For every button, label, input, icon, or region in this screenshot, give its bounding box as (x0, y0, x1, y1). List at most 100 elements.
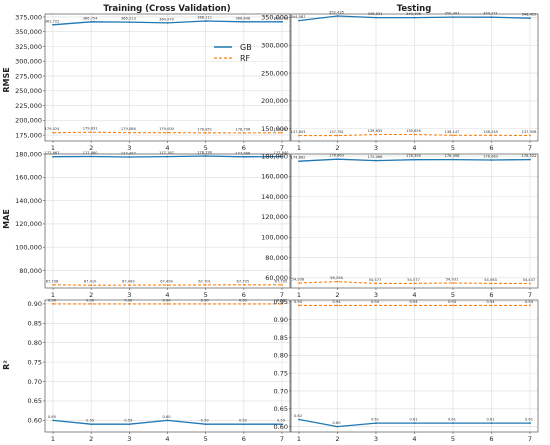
data-point-gb (242, 20, 245, 23)
y-tick-label: 275,000 (15, 72, 42, 80)
data-point-gb (281, 155, 283, 158)
data-point-gb (490, 16, 493, 19)
data-label-rf: 0.94 (486, 300, 495, 304)
data-point-gb (204, 20, 207, 22)
data-label-gb: 349,496 (406, 12, 422, 16)
data-point-rf (128, 302, 131, 305)
data-label-rf: 0.94 (448, 300, 457, 304)
data-label-gb: 364,970 (159, 17, 175, 21)
data-label-rf: 179,831 (83, 127, 98, 131)
y-tick-label: 0.80 (28, 339, 42, 347)
y-tick-label: 325,000 (15, 43, 42, 51)
data-point-rf (128, 284, 131, 286)
data-label-gb: 348,429 (522, 13, 538, 17)
data-point-rf (204, 302, 207, 305)
legend: GB RF (214, 43, 252, 63)
data-point-rf (490, 282, 493, 285)
y-tick-label: 100,000 (261, 234, 288, 242)
x-tick-label: 3 (374, 144, 378, 152)
x-tick-label: 5 (451, 144, 455, 152)
y-tick-label: 80,000 (265, 254, 288, 262)
data-label-gb: 176,498 (445, 154, 461, 158)
data-point-rf (336, 280, 339, 283)
data-label-gb: 178,299 (197, 150, 213, 154)
data-label-rf: 178,851 (197, 127, 212, 131)
x-tick-label: 4 (412, 144, 416, 152)
data-label-gb: 177,840 (274, 151, 290, 155)
plot-frame (290, 153, 539, 289)
y-tick-label: 350,000 (261, 14, 288, 22)
x-tick-label: 3 (127, 144, 131, 152)
x-tick-label: 5 (204, 291, 208, 299)
data-point-gb (90, 20, 93, 23)
data-label-gb: 350,397 (445, 12, 460, 16)
data-point-rf (529, 304, 531, 307)
data-point-rf (413, 133, 416, 136)
x-tick-label: 6 (489, 435, 493, 443)
x-tick-label: 4 (165, 435, 169, 443)
y-tick-label: 250,000 (261, 69, 288, 77)
data-point-rf (166, 284, 169, 286)
data-label-gb: 174,882 (291, 156, 306, 160)
y-tick-label: 160,000 (261, 173, 288, 181)
y-tick-label: 120,000 (15, 220, 42, 228)
data-point-gb (52, 155, 54, 158)
plot-frame (44, 153, 291, 289)
data-label-rf: 54,577 (407, 278, 420, 282)
data-label-gb: 0.61 (371, 418, 379, 422)
x-tick-label: 4 (165, 144, 169, 152)
data-point-rf (128, 131, 131, 134)
data-label-gb: 361,722 (45, 19, 60, 23)
data-point-rf (90, 284, 93, 287)
data-label-rf: 138,249 (483, 130, 499, 134)
y-tick-label: 0.70 (28, 378, 42, 386)
data-point-rf (242, 302, 245, 305)
data-label-rf: 54,577 (369, 278, 382, 282)
data-point-rf (281, 302, 283, 305)
data-label-rf: 0.90 (124, 298, 133, 302)
data-point-gb (204, 423, 207, 426)
data-point-gb (52, 419, 54, 422)
data-point-rf (336, 134, 339, 137)
x-tick-label: 5 (204, 435, 208, 443)
data-label-rf: 67,705 (275, 279, 288, 283)
data-point-rf (529, 282, 531, 285)
y-tick-label: 225,000 (15, 102, 42, 110)
data-label-rf: 179,086 (121, 127, 137, 131)
x-tick-label: 1 (51, 144, 55, 152)
data-point-rf (90, 302, 93, 305)
data-point-gb (529, 158, 531, 161)
column-title-testing: Testing (397, 4, 432, 14)
data-label-rf: 178,937 (274, 127, 289, 131)
data-label-rf: 67,499 (122, 280, 135, 284)
data-label-rf: 0.90 (162, 298, 171, 302)
y-tick-label: 250,000 (15, 87, 42, 95)
y-tick-label: 200,000 (15, 117, 42, 125)
x-tick-label: 4 (412, 291, 416, 299)
x-tick-label: 6 (489, 144, 493, 152)
data-label-gb: 176,355 (406, 154, 421, 158)
data-label-gb: 177,767 (159, 151, 174, 155)
data-point-gb (490, 422, 493, 424)
data-point-gb (128, 423, 131, 426)
data-point-rf (298, 282, 300, 284)
x-tick-label: 5 (451, 435, 455, 443)
row-label-rmse: RMSE (2, 67, 11, 92)
data-point-rf (490, 304, 493, 307)
data-point-gb (452, 422, 454, 424)
x-tick-label: 7 (280, 435, 284, 443)
data-label-rf: 178,796 (235, 127, 251, 131)
data-point-gb (166, 155, 169, 158)
x-tick-label: 6 (489, 291, 493, 299)
y-tick-label: 140,000 (15, 197, 42, 205)
x-tick-label: 2 (335, 144, 339, 152)
data-label-gb: 176,863 (329, 154, 344, 158)
data-label-rf: 0.94 (294, 300, 303, 304)
data-label-rf: 137,803 (291, 130, 306, 134)
x-tick-label: 3 (374, 435, 378, 443)
data-label-rf: 137,761 (329, 130, 344, 134)
x-tick-label: 7 (528, 435, 532, 443)
x-tick-label: 1 (297, 144, 301, 152)
data-point-gb (90, 155, 93, 158)
data-point-rf (242, 131, 245, 134)
